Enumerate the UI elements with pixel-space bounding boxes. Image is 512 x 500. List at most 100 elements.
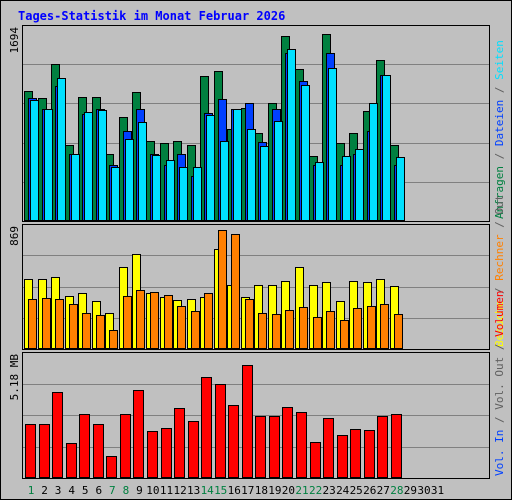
legend-label: Anfragen	[493, 166, 506, 219]
legend-label: Seiten	[493, 40, 506, 80]
legend-separator: /	[493, 281, 506, 301]
day-label: 4	[68, 484, 75, 497]
bar-volumen-day-22	[310, 442, 321, 478]
day-label: 15	[214, 484, 227, 497]
day-axis-labels: 1 2 3 4 5 6 7 8 9 10 11 12 13 14 15 16 17 18 19 20 21 22 23 24 2…	[28, 484, 444, 497]
day-label: 18	[255, 484, 268, 497]
bar-volumen-day-3	[52, 392, 63, 478]
bar-seiten-day-21	[301, 85, 310, 221]
bar-seiten-day-16	[233, 109, 242, 221]
day-label: 1	[28, 484, 35, 497]
panel-3: 5.18 MB Vol. In / Vol. Out / Volumen	[8, 291, 506, 479]
bar-rechner-day-8	[123, 296, 132, 349]
day-label: 3	[55, 484, 62, 497]
bar-seiten-day-22	[315, 162, 324, 221]
chart-title: Tages-Statistik im Monat Februar 2026	[18, 9, 285, 23]
panel-frame	[22, 25, 490, 222]
bar-seiten-day-2	[44, 109, 53, 221]
bar-rechner-day-24	[340, 320, 349, 349]
day-label: 16	[228, 484, 241, 497]
bar-volumen-day-1	[25, 424, 36, 478]
day-label: 26	[363, 484, 376, 497]
day-label: 5	[82, 484, 89, 497]
bar-seiten-day-7	[111, 167, 120, 221]
day-label: 19	[268, 484, 281, 497]
bar-rechner-day-19	[272, 314, 281, 349]
day-label: 23	[322, 484, 335, 497]
day-label: 17	[241, 484, 254, 497]
legend-label: Out	[493, 195, 506, 215]
legend-separator: /	[493, 410, 506, 430]
day-label: 10	[146, 484, 159, 497]
bar-volumen-day-15	[215, 384, 226, 478]
bar-volumen-day-27	[377, 416, 388, 478]
bar-rechner-day-22	[313, 317, 322, 349]
day-label: 2	[41, 484, 48, 497]
day-label: 25	[350, 484, 363, 497]
bar-rechner-day-1	[28, 299, 37, 349]
bar-seiten-day-24	[342, 156, 351, 221]
day-label: 20	[282, 484, 295, 497]
day-label: 29	[404, 484, 417, 497]
day-label: 12	[173, 484, 186, 497]
bar-volumen-day-14	[201, 377, 212, 478]
panel-max-label: 869	[8, 226, 21, 246]
legend-label: Volumen	[493, 291, 506, 337]
bar-seiten-day-11	[166, 160, 175, 221]
bar-rechner-day-12	[177, 306, 186, 349]
bar-volumen-day-11	[161, 428, 172, 478]
bar-volumen-day-7	[106, 456, 117, 478]
bar-volumen-day-2	[39, 424, 50, 478]
bar-rechner-day-17	[245, 299, 254, 349]
day-label: 22	[309, 484, 322, 497]
bar-volumen-day-8	[120, 414, 131, 478]
bar-seiten-day-5	[84, 112, 93, 221]
bar-rechner-day-6	[96, 315, 105, 349]
day-label: 24	[336, 484, 350, 497]
bar-seiten-day-12	[179, 167, 188, 221]
day-label: 13	[187, 484, 200, 497]
day-label: 9	[136, 484, 143, 497]
bar-volumen-day-25	[350, 429, 361, 478]
bar-seiten-day-18	[260, 146, 269, 221]
bar-rechner-day-23	[326, 311, 335, 349]
panel-frame	[22, 352, 490, 479]
bar-rechner-day-9	[136, 290, 145, 349]
day-label: 21	[295, 484, 308, 497]
panel-1: 1694 Anfragen / Dateien / Seiten	[8, 25, 506, 222]
bar-seiten-day-26	[369, 103, 378, 221]
bar-volumen-day-17	[242, 365, 253, 478]
legend-separator: /	[493, 146, 506, 166]
bar-seiten-day-1	[30, 100, 39, 221]
bar-rechner-day-18	[258, 313, 267, 349]
bar-seiten-day-6	[98, 110, 107, 221]
day-label: 27	[377, 484, 390, 497]
bar-volumen-day-12	[174, 408, 185, 478]
bar-volumen-day-10	[147, 431, 158, 478]
legend-label: Besuche	[493, 301, 506, 347]
legend-label: Vol. Out	[493, 357, 506, 410]
bar-volumen-day-19	[269, 416, 280, 478]
legend-separator: /	[493, 337, 506, 357]
day-label: 6	[95, 484, 102, 497]
bar-volumen-day-6	[93, 424, 104, 478]
bar-rechner-day-21	[299, 307, 308, 349]
bar-rechner-day-16	[231, 234, 240, 349]
chart-panels: 1694 Anfragen / Dateien / Seiten 869 Besuch…	[8, 25, 506, 479]
bar-seiten-day-25	[355, 149, 364, 221]
bar-seiten-day-4	[71, 154, 80, 221]
bar-volumen-day-4	[66, 443, 77, 478]
bar-rechner-day-27	[380, 304, 389, 349]
bar-seiten-day-8	[125, 139, 134, 221]
panel-frame	[22, 224, 490, 350]
bar-seiten-day-9	[138, 122, 147, 221]
day-label: 7	[109, 484, 116, 497]
bar-seiten-day-13	[193, 167, 202, 221]
panel-legend-labels: Vol. In / Vol. Out / Volumen	[493, 291, 506, 476]
bar-rechner-day-20	[285, 310, 294, 349]
bar-rechner-day-5	[82, 313, 91, 349]
panel-max-label: 1694	[8, 27, 21, 54]
bar-rechner-day-4	[69, 304, 78, 349]
bar-rechner-day-13	[191, 311, 200, 349]
